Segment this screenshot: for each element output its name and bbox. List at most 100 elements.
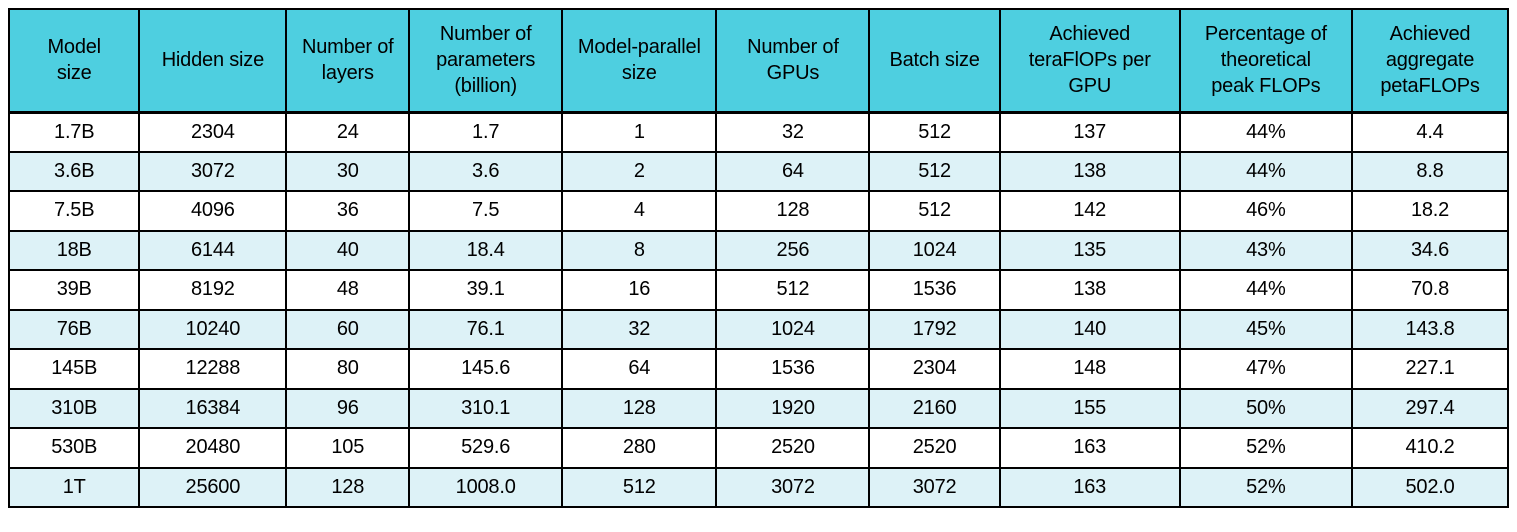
table-cell: 530B — [7, 427, 141, 469]
table-cell: 30 — [285, 150, 411, 192]
table-cell: 48 — [285, 269, 411, 311]
table-cell: 32 — [561, 308, 718, 350]
table-cell: 16 — [561, 269, 718, 311]
table-cell: 3072 — [138, 150, 288, 192]
table-cell: 47% — [1178, 348, 1354, 390]
table-cell: 2520 — [715, 427, 871, 469]
table-cell: 512 — [715, 269, 871, 311]
table-row-145B: 145B 12288 80 145.6 64 1536 2304 148 47% 227.1 — [7, 348, 1509, 390]
table-cell: 2304 — [868, 348, 1001, 390]
table-cell: 39B — [7, 269, 141, 311]
table-cell: 1T — [7, 466, 141, 508]
column-header-8: Achieved teraFlOPs per GPU — [998, 8, 1181, 114]
table-cell: 8192 — [138, 269, 288, 311]
table-cell: 64 — [715, 150, 871, 192]
table-cell: 140 — [998, 308, 1181, 350]
table-cell: 34.6 — [1351, 229, 1509, 271]
table-cell: 2160 — [868, 387, 1001, 429]
table-cell: 1008.0 — [408, 466, 564, 508]
table-cell: 76.1 — [408, 308, 564, 350]
table-cell: 512 — [868, 111, 1001, 153]
column-header-10: Achieved aggregate petaFLOPs — [1351, 8, 1509, 114]
table-cell: 512 — [868, 150, 1001, 192]
table-cell: 310B — [7, 387, 141, 429]
table-cell: 10240 — [138, 308, 288, 350]
table-cell: 3072 — [715, 466, 871, 508]
table-cell: 135 — [998, 229, 1181, 271]
column-header-7: Batch size — [868, 8, 1001, 114]
table-cell: 297.4 — [1351, 387, 1509, 429]
table-header: Model size Hidden size Number of layers Num… — [7, 8, 1509, 114]
table-cell: 64 — [561, 348, 718, 390]
table-row-310B: 310B 16384 96 310.1 128 1920 2160 155 50% 297.4 — [7, 387, 1509, 429]
table-cell: 512 — [868, 190, 1001, 232]
table-cell: 20480 — [138, 427, 288, 469]
table-cell: 163 — [998, 466, 1181, 508]
table-cell: 145B — [7, 348, 141, 390]
table-row-530B: 530B 20480 105 529.6 280 2520 2520 163 52% 410.2 — [7, 427, 1509, 469]
table-cell: 18.4 — [408, 229, 564, 271]
table-cell: 4096 — [138, 190, 288, 232]
table-cell: 1.7B — [7, 111, 141, 153]
table-cell: 138 — [998, 269, 1181, 311]
table-cell: 3.6B — [7, 150, 141, 192]
model-scaling-table-container: Model size Hidden size Number of layers Num… — [7, 8, 1509, 508]
table-cell: 52% — [1178, 466, 1354, 508]
column-header-5: Model-parallel size — [561, 8, 718, 114]
table-cell: 6144 — [138, 229, 288, 271]
table-cell: 138 — [998, 150, 1181, 192]
table-row-18B: 18B 6144 40 18.4 8 256 1024 135 43% 34.6 — [7, 229, 1509, 271]
table-cell: 2 — [561, 150, 718, 192]
table-cell: 46% — [1178, 190, 1354, 232]
table-cell: 52% — [1178, 427, 1354, 469]
table-cell: 44% — [1178, 269, 1354, 311]
table-cell: 44% — [1178, 111, 1354, 153]
table-cell: 1536 — [868, 269, 1001, 311]
table-cell: 128 — [561, 387, 718, 429]
table-cell: 3.6 — [408, 150, 564, 192]
table-row-39B: 39B 8192 48 39.1 16 512 1536 138 44% 70.8 — [7, 269, 1509, 311]
table-cell: 1792 — [868, 308, 1001, 350]
table-cell: 1920 — [715, 387, 871, 429]
table-row-7.5B: 7.5B 4096 36 7.5 4 128 512 142 46% 18.2 — [7, 190, 1509, 232]
table-cell: 4.4 — [1351, 111, 1509, 153]
table-cell: 128 — [285, 466, 411, 508]
table-cell: 128 — [715, 190, 871, 232]
column-header-9: Percentage of theoretical peak FLOPs — [1178, 8, 1354, 114]
table-cell: 32 — [715, 111, 871, 153]
table-cell: 142 — [998, 190, 1181, 232]
table-cell: 12288 — [138, 348, 288, 390]
table-row-1.7B: 1.7B 2304 24 1.7 1 32 512 137 44% 4.4 — [7, 111, 1509, 153]
table-cell: 25600 — [138, 466, 288, 508]
table-cell: 45% — [1178, 308, 1354, 350]
column-header-6: Number of GPUs — [715, 8, 871, 114]
table-cell: 1536 — [715, 348, 871, 390]
table-cell: 36 — [285, 190, 411, 232]
table-cell: 70.8 — [1351, 269, 1509, 311]
table-cell: 60 — [285, 308, 411, 350]
table-cell: 148 — [998, 348, 1181, 390]
table-cell: 1024 — [715, 308, 871, 350]
table-cell: 1024 — [868, 229, 1001, 271]
table-cell: 44% — [1178, 150, 1354, 192]
table-cell: 40 — [285, 229, 411, 271]
table-cell: 7.5 — [408, 190, 564, 232]
table-cell: 227.1 — [1351, 348, 1509, 390]
table-body: 1.7B 2304 24 1.7 1 32 512 137 44% 4.4 3.6B 3072 30 3.… — [7, 111, 1509, 508]
table-cell: 105 — [285, 427, 411, 469]
table-cell: 3072 — [868, 466, 1001, 508]
table-cell: 7.5B — [7, 190, 141, 232]
model-scaling-performance-table: Model size Hidden size Number of layers Num… — [7, 8, 1509, 508]
table-cell: 4 — [561, 190, 718, 232]
table-row-3.6B: 3.6B 3072 30 3.6 2 64 512 138 44% 8.8 — [7, 150, 1509, 192]
table-cell: 39.1 — [408, 269, 564, 311]
column-header-3: Number of layers — [285, 8, 411, 114]
table-cell: 8.8 — [1351, 150, 1509, 192]
table-header-row: Model size Hidden size Number of layers Num… — [7, 8, 1509, 114]
table-cell: 18.2 — [1351, 190, 1509, 232]
table-cell: 512 — [561, 466, 718, 508]
table-cell: 24 — [285, 111, 411, 153]
table-cell: 18B — [7, 229, 141, 271]
column-header-4: Number of parameters (billion) — [408, 8, 564, 114]
table-cell: 76B — [7, 308, 141, 350]
